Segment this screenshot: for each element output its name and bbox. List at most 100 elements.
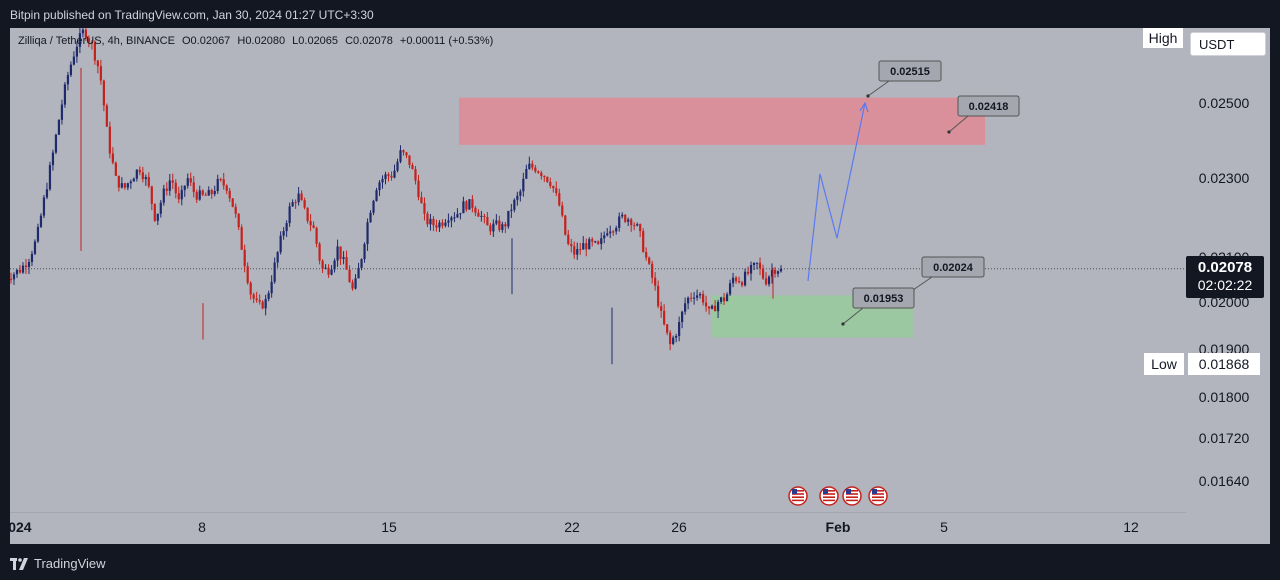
tradingview-logo-icon [10, 557, 28, 570]
candle-body [372, 200, 375, 213]
candle-body [258, 300, 261, 302]
candle-body [453, 217, 456, 219]
candle-body [471, 199, 474, 208]
callout-resistance-low-text: 0.02418 [969, 101, 1009, 113]
candle-body [102, 80, 105, 106]
candle-body [441, 222, 444, 226]
candle-body [285, 223, 288, 232]
candle-body [761, 268, 765, 279]
x-tick-label: 8 [198, 519, 206, 535]
candle-body [273, 262, 276, 282]
us-flag-event-icon[interactable] [819, 486, 839, 506]
candle-body [255, 298, 258, 301]
time-axis-line [10, 512, 1186, 513]
candle-body [725, 294, 729, 302]
candle-body [531, 163, 534, 168]
footer [0, 544, 1280, 580]
candle-body [369, 212, 372, 223]
candle-body [186, 178, 189, 186]
candle-body [4, 277, 6, 278]
candle-body [699, 294, 702, 296]
candle-body [408, 155, 411, 165]
candle-body [543, 176, 546, 178]
callout-support-high-box [921, 256, 985, 278]
candle-body [195, 192, 198, 200]
candle-body [303, 200, 306, 208]
candle-body [480, 215, 483, 217]
candle-body [770, 269, 774, 277]
candle-body [693, 297, 696, 299]
candle-body [567, 234, 570, 244]
candle-body [489, 225, 492, 232]
candle-body [540, 172, 543, 177]
candle-body [114, 162, 117, 176]
candle-body [450, 217, 453, 221]
callout-support-low-text: 0.01953 [864, 293, 904, 305]
candle-body [213, 191, 216, 195]
candle-body [129, 181, 132, 184]
publisher-header: Bitpin published on TradingView.com, Jan… [0, 0, 1280, 28]
candle-body [228, 190, 231, 199]
candle-body [462, 201, 465, 214]
candle-body [159, 202, 162, 214]
candle-body [528, 163, 531, 169]
candle-body [12, 274, 16, 280]
candle-body [312, 225, 315, 228]
callout-high-target-text: 0.02515 [890, 66, 930, 78]
candle-body [752, 262, 756, 265]
candle-body [42, 197, 46, 216]
candle-body [162, 188, 165, 203]
candle-body [177, 193, 180, 200]
candle-body [615, 227, 618, 232]
candle-body [234, 206, 237, 214]
y-tick-label: 0.02300 [1199, 170, 1250, 186]
candle-body [606, 233, 609, 236]
candle-body [288, 206, 291, 224]
candle-body [270, 281, 273, 294]
candle-body [588, 239, 591, 250]
candle-body [75, 46, 79, 57]
candle-body [333, 260, 336, 270]
candle-body [537, 171, 540, 173]
candle-body [387, 174, 390, 176]
candle-body [237, 213, 240, 228]
candle-body [657, 285, 660, 307]
candle-body [351, 282, 354, 289]
candle-body [411, 164, 414, 170]
us-flag-event-icon[interactable] [842, 486, 862, 506]
us-flag-event-icon[interactable] [868, 486, 888, 506]
candle-body [669, 332, 672, 344]
candle-body [519, 191, 522, 196]
x-tick-label: 22 [564, 519, 580, 535]
candle-body [363, 244, 366, 260]
candle-body [645, 251, 648, 258]
us-flag-event-icon[interactable] [788, 486, 808, 506]
candle-body [381, 179, 384, 183]
y-tick-label: 0.01640 [1199, 473, 1250, 489]
candle-body [728, 283, 732, 295]
tradingview-brand[interactable]: TradingView [10, 556, 106, 571]
candle-body [264, 298, 267, 309]
candle-body [138, 169, 141, 173]
candle-body [135, 169, 138, 179]
candle-body [10, 278, 13, 280]
candle-body [507, 210, 510, 227]
candle-body [291, 202, 294, 207]
candle-body [324, 267, 327, 269]
candle-body [390, 175, 393, 178]
candle-body [716, 301, 720, 312]
currency-selector[interactable]: USDT [1190, 32, 1266, 56]
candle-body [516, 195, 519, 200]
y-tick-label: 0.01720 [1199, 430, 1250, 446]
y-tick-label: 0.02000 [1199, 294, 1250, 310]
candle-body [710, 305, 714, 309]
candle-body [33, 241, 37, 254]
x-tick-label: 15 [381, 519, 397, 535]
candle-body [243, 249, 246, 267]
candle-body [393, 170, 396, 178]
candle-body [684, 303, 687, 312]
candle-body [704, 302, 708, 307]
candle-body [743, 271, 747, 286]
candle-body [435, 225, 438, 228]
